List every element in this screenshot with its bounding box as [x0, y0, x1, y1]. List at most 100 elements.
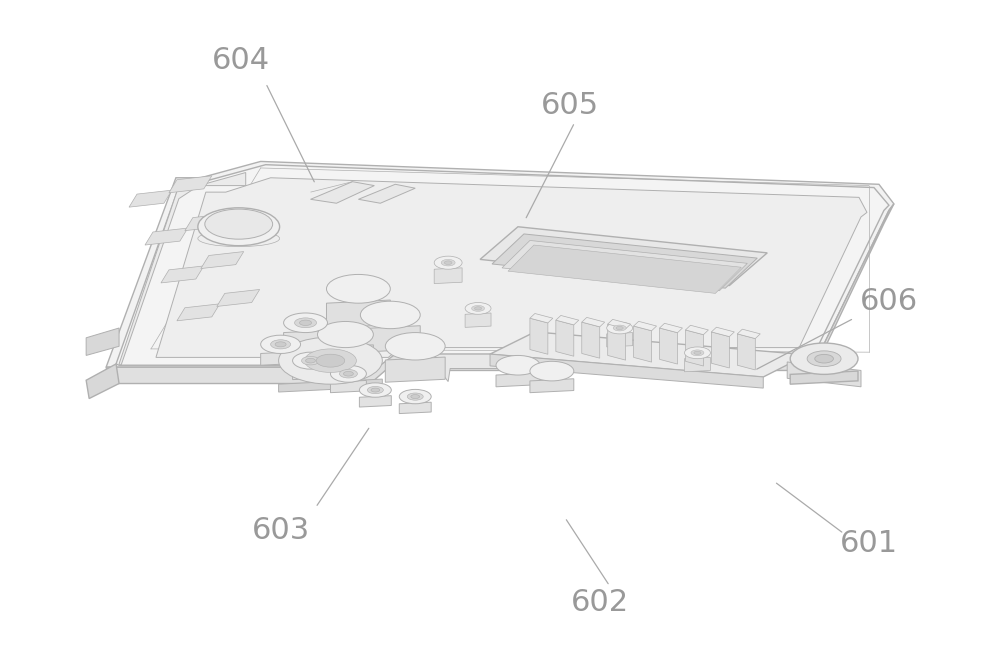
Polygon shape — [435, 354, 500, 382]
Text: 602: 602 — [571, 588, 629, 617]
Ellipse shape — [275, 342, 286, 347]
Polygon shape — [86, 364, 119, 399]
Polygon shape — [490, 354, 763, 388]
Polygon shape — [685, 330, 703, 366]
Ellipse shape — [472, 306, 485, 312]
Polygon shape — [360, 326, 420, 352]
Ellipse shape — [367, 386, 383, 394]
Polygon shape — [530, 379, 574, 393]
Ellipse shape — [613, 325, 626, 331]
Polygon shape — [177, 304, 220, 321]
Polygon shape — [530, 314, 553, 323]
Ellipse shape — [407, 393, 423, 400]
Ellipse shape — [474, 307, 482, 310]
Ellipse shape — [465, 302, 491, 314]
Polygon shape — [685, 325, 708, 335]
Polygon shape — [284, 331, 327, 346]
Polygon shape — [385, 357, 445, 382]
Ellipse shape — [295, 318, 317, 328]
Polygon shape — [660, 328, 678, 364]
Polygon shape — [607, 333, 633, 347]
Polygon shape — [502, 241, 747, 291]
Polygon shape — [217, 289, 260, 306]
Ellipse shape — [306, 358, 315, 363]
Polygon shape — [326, 300, 390, 328]
Text: 605: 605 — [541, 91, 599, 121]
Ellipse shape — [496, 356, 540, 375]
Ellipse shape — [293, 352, 328, 369]
Polygon shape — [492, 234, 757, 288]
Ellipse shape — [316, 354, 345, 367]
Polygon shape — [358, 184, 415, 203]
Polygon shape — [129, 190, 172, 207]
Ellipse shape — [616, 327, 623, 329]
Polygon shape — [480, 227, 767, 285]
Ellipse shape — [339, 369, 357, 378]
Ellipse shape — [691, 350, 704, 356]
Polygon shape — [556, 320, 574, 356]
Polygon shape — [490, 332, 807, 377]
Polygon shape — [582, 322, 600, 358]
Polygon shape — [201, 251, 244, 268]
Polygon shape — [556, 316, 579, 325]
Polygon shape — [311, 182, 374, 203]
Polygon shape — [116, 165, 889, 365]
Polygon shape — [684, 358, 710, 372]
Ellipse shape — [684, 347, 710, 359]
Ellipse shape — [815, 354, 833, 363]
Polygon shape — [530, 318, 548, 354]
Polygon shape — [318, 345, 373, 370]
Ellipse shape — [343, 371, 353, 376]
Ellipse shape — [790, 343, 858, 375]
Polygon shape — [434, 268, 462, 283]
Ellipse shape — [807, 351, 841, 367]
Polygon shape — [106, 161, 894, 367]
Ellipse shape — [326, 274, 390, 303]
Polygon shape — [496, 373, 540, 387]
Ellipse shape — [530, 361, 574, 381]
Ellipse shape — [305, 349, 356, 373]
Ellipse shape — [271, 340, 291, 349]
Ellipse shape — [411, 395, 420, 399]
Ellipse shape — [318, 321, 373, 348]
Ellipse shape — [444, 261, 452, 264]
Polygon shape — [608, 319, 631, 329]
Ellipse shape — [360, 301, 420, 329]
Polygon shape — [359, 396, 391, 407]
Polygon shape — [787, 362, 861, 387]
Ellipse shape — [198, 208, 280, 246]
Ellipse shape — [279, 337, 382, 384]
Polygon shape — [711, 332, 729, 368]
Ellipse shape — [434, 256, 462, 269]
Ellipse shape — [302, 356, 320, 365]
Polygon shape — [737, 329, 760, 338]
Ellipse shape — [300, 320, 312, 325]
Polygon shape — [330, 380, 366, 393]
Polygon shape — [169, 176, 212, 193]
Ellipse shape — [441, 259, 455, 266]
Polygon shape — [86, 328, 119, 356]
Ellipse shape — [359, 383, 391, 398]
Polygon shape — [508, 245, 741, 293]
Polygon shape — [399, 402, 431, 413]
Text: 603: 603 — [251, 516, 310, 545]
Polygon shape — [465, 313, 491, 327]
Polygon shape — [582, 318, 605, 327]
Ellipse shape — [284, 313, 327, 333]
Ellipse shape — [694, 351, 701, 354]
Ellipse shape — [385, 333, 445, 360]
Text: 606: 606 — [860, 287, 918, 316]
Ellipse shape — [330, 365, 366, 382]
Ellipse shape — [205, 209, 273, 239]
Polygon shape — [145, 228, 188, 245]
Polygon shape — [106, 204, 894, 384]
Text: 601: 601 — [840, 529, 898, 558]
Polygon shape — [279, 379, 382, 392]
Polygon shape — [711, 327, 734, 337]
Ellipse shape — [607, 322, 633, 334]
Ellipse shape — [399, 390, 431, 404]
Polygon shape — [634, 326, 652, 362]
Polygon shape — [261, 352, 301, 365]
Text: 604: 604 — [212, 46, 270, 75]
Ellipse shape — [261, 335, 301, 354]
